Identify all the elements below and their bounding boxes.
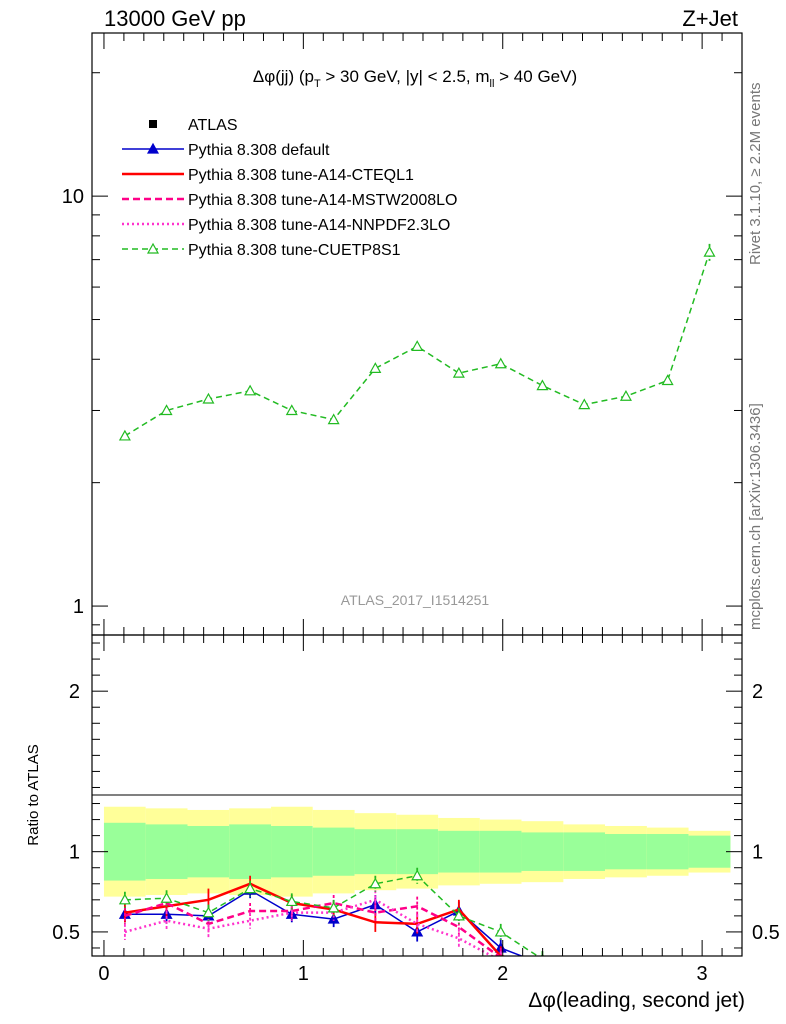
ratio-y-tick-label-right: 2 xyxy=(752,681,763,703)
band-inner-bin xyxy=(271,825,313,878)
main-data-point xyxy=(202,392,215,404)
band-inner-bin xyxy=(438,830,480,873)
ratio-data-point xyxy=(411,869,424,881)
legend-item-atlas: ATLAS xyxy=(149,117,238,134)
plot-title: Δφ(jj) (pT > 30 GeV, |y| < 2.5, mll > 40… xyxy=(253,67,577,90)
band-inner-bin xyxy=(605,834,647,870)
ratio-data-point xyxy=(369,877,382,889)
legend-label: Pythia 8.308 default xyxy=(188,142,330,159)
mcplots-text: mcplots.cern.ch [arXiv:1306.3436] xyxy=(747,403,764,630)
main-data-point xyxy=(411,340,424,351)
ratio-data-point xyxy=(327,901,340,913)
legend: ATLAS Pythia 8.308 default Pythia 8.308 tu… xyxy=(122,117,457,259)
legend-label: Pythia 8.308 tune-CUETP8S1 xyxy=(188,242,401,259)
x-tick-label: 1 xyxy=(298,963,309,985)
legend-marker xyxy=(149,120,157,128)
legend-item-nnpdf: Pythia 8.308 tune-A14-NNPDF2.3LO xyxy=(122,217,450,234)
ratio-y-tick-label-left: 1 xyxy=(69,842,80,864)
main-data-point xyxy=(118,429,131,441)
ratio-series-line xyxy=(124,901,501,956)
legend-label: Pythia 8.308 tune-A14-NNPDF2.3LO xyxy=(188,217,450,234)
band-inner-bin xyxy=(187,825,230,878)
main-data-point xyxy=(160,404,173,416)
band-inner-bin xyxy=(396,829,439,875)
ratio-data-point xyxy=(537,959,547,968)
band-inner-bin xyxy=(688,835,731,868)
band-inner-bin xyxy=(312,827,355,876)
legend-item-default: Pythia 8.308 default xyxy=(122,142,330,159)
legend-label: ATLAS xyxy=(188,117,238,134)
main-data-point xyxy=(578,398,591,410)
ratio-data-point xyxy=(118,893,131,905)
ratio-y-tick-label-left: 2 xyxy=(69,681,80,703)
band-inner-bin xyxy=(521,832,564,871)
main-data-point xyxy=(536,379,549,391)
band-inner-bin xyxy=(229,824,272,879)
ratio-data-point xyxy=(494,925,507,937)
main-data-point xyxy=(285,404,298,416)
band-inner-bin xyxy=(563,832,606,871)
legend-label: Pythia 8.308 tune-A14-MSTW2008LO xyxy=(188,192,457,209)
main-data-point xyxy=(244,384,257,396)
axes: 1 10 0.5 0.5 1 1 2 2 0 1 2 3 xyxy=(52,33,780,985)
band-inner-bin xyxy=(354,829,397,875)
ratio-data-point xyxy=(327,912,340,924)
legend-label: Pythia 8.308 tune-A14-CTEQL1 xyxy=(188,167,414,184)
ratio-data-point xyxy=(285,895,298,907)
header-left: 13000 GeV pp xyxy=(104,6,246,31)
main-data-point xyxy=(494,357,507,369)
main-data-point xyxy=(703,245,716,257)
main-data-point xyxy=(327,413,340,425)
band-inner-bin xyxy=(103,822,146,881)
ratio-data-point xyxy=(160,891,173,903)
main-series-cuetp8s1 xyxy=(118,243,716,441)
ratio-plot-content xyxy=(118,867,547,968)
band-inner-bin xyxy=(145,824,188,879)
x-axis-label: Δφ(leading, second jet) xyxy=(528,989,745,1012)
ratio-y-tick-label-right: 1 xyxy=(752,842,763,864)
ratio-series-line xyxy=(124,898,495,956)
ratio-data-point xyxy=(202,906,215,918)
x-tick-label: 2 xyxy=(497,963,508,985)
rivet-version-text: Rivet 3.1.10, ≥ 2.2M events xyxy=(747,83,764,266)
main-data-point xyxy=(369,362,382,373)
ratio-frame xyxy=(91,634,743,957)
ratio-y-tick-label-right: 0.5 xyxy=(752,922,780,944)
analysis-label: ATLAS_2017_I1514251 xyxy=(341,592,490,608)
main-y-tick-label: 10 xyxy=(62,186,84,208)
legend-marker xyxy=(146,242,160,254)
main-data-point xyxy=(619,389,632,401)
ratio-series-cuetp8s1 xyxy=(118,867,545,956)
legend-item-cteql1: Pythia 8.308 tune-A14-CTEQL1 xyxy=(122,167,414,184)
ratio-data-point xyxy=(244,882,257,894)
ratio-y-axis-label: Ratio to ATLAS xyxy=(25,744,42,845)
ratio-y-tick-label-left: 0.5 xyxy=(52,922,80,944)
x-tick-label: 0 xyxy=(98,963,109,985)
x-tick-label: 3 xyxy=(697,963,708,985)
legend-item-mstw: Pythia 8.308 tune-A14-MSTW2008LO xyxy=(122,192,457,209)
header-right: Z+Jet xyxy=(682,6,738,31)
legend-marker xyxy=(146,142,160,154)
main-data-point xyxy=(661,374,674,386)
main-y-tick-label: 1 xyxy=(73,596,84,618)
main-data-point xyxy=(452,366,465,378)
main-plot-content xyxy=(118,243,716,441)
legend-item-cuetp8s1: Pythia 8.308 tune-CUETP8S1 xyxy=(122,242,401,259)
band-inner-bin xyxy=(646,834,689,870)
ratio-data-point xyxy=(452,909,465,921)
main-series-line xyxy=(124,251,711,437)
band-inner-bin xyxy=(479,830,522,873)
